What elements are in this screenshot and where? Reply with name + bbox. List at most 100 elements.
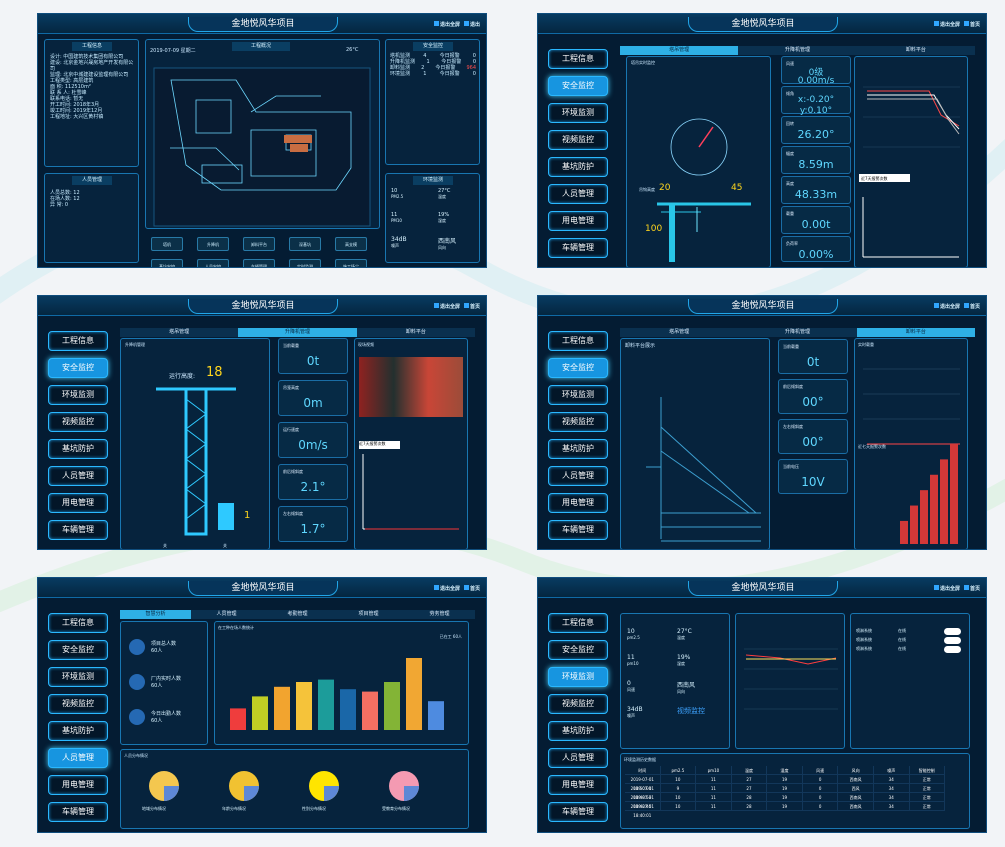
weather-item: 视频监控 — [677, 707, 705, 715]
elevator-metric: 当前载重 0t — [278, 338, 348, 374]
history-table-box: 环境监测历史数据 时间 pm2.5 pm10 温度 湿度 风速 风向 噪声 智能控制 2019-07… — [620, 753, 970, 829]
exit-fullscreen-button[interactable]: 退出全屏 — [933, 21, 960, 28]
home-button[interactable]: 首页 — [963, 21, 980, 28]
spray-toggle[interactable] — [944, 637, 961, 644]
sidebar-item-0[interactable]: 工程信息 — [548, 613, 608, 633]
sidebar-item-6[interactable]: 用电管理 — [548, 775, 608, 795]
sidebar-item-0[interactable]: 工程信息 — [48, 331, 108, 351]
sidebar-item-3[interactable]: 视频监控 — [548, 694, 608, 714]
safety-row: 塔机监测 4 今日报警 0 — [390, 53, 476, 59]
tower-chart-area: 近7天报警次数 — [854, 56, 968, 267]
exit-fullscreen-button[interactable]: 退出全屏 — [933, 585, 960, 592]
sidebar-item-5[interactable]: 人员管理 — [548, 748, 608, 768]
sidebar-item-6[interactable]: 用电管理 — [48, 775, 108, 795]
sidebar-item-3[interactable]: 视频监控 — [48, 694, 108, 714]
sidebar: 工程信息安全监控环境监测视频监控基坑防护人员管理用电管理车辆管理 — [48, 613, 108, 829]
logout-button[interactable]: 退出 — [463, 21, 480, 28]
home-button[interactable]: 首页 — [463, 585, 480, 592]
sidebar-item-2[interactable]: 环境监测 — [548, 667, 608, 687]
sidebar-item-3[interactable]: 视频监控 — [548, 412, 608, 432]
people-line: 异 常: 0 — [50, 202, 69, 208]
crane-metric: 风速 0级 0.00m/s — [781, 56, 851, 86]
elevator-metric: 前后倾斜度 2.1° — [278, 464, 348, 500]
sidebar-item-7[interactable]: 车辆管理 — [548, 238, 608, 258]
sidebar-item-5[interactable]: 人员管理 — [548, 466, 608, 486]
sidebar-item-4[interactable]: 基坑防护 — [48, 439, 108, 459]
safety-row: 环境监测 1 今日报警 0 — [390, 71, 476, 77]
sidebar-item-1[interactable]: 安全监控 — [548, 640, 608, 660]
sidebar-item-7[interactable]: 车辆管理 — [548, 520, 608, 540]
sidebar-item-5[interactable]: 人员管理 — [48, 466, 108, 486]
sidebar-item-4[interactable]: 基坑防护 — [548, 721, 608, 741]
people-tab[interactable]: 智慧分析 — [120, 610, 191, 619]
sidebar-item-2[interactable]: 环境监测 — [48, 667, 108, 687]
sidebar-item-6[interactable]: 用电管理 — [548, 211, 608, 231]
env-item: 34dB 噪声 — [391, 236, 407, 248]
site-map-box: 2019-07-09 星期二 工程概况 26°C — [145, 39, 380, 229]
exit-fullscreen-button[interactable]: 退出全屏 — [433, 303, 460, 310]
spray-toggle[interactable] — [944, 628, 961, 635]
sidebar-item-5[interactable]: 人员管理 — [48, 748, 108, 768]
people-bar — [384, 682, 400, 730]
engineering-info-box: 工程信息 设计: 中国建筑技术集团有限公司 建设: 北京金地兴晟房地产开发有限公司监… — [44, 39, 139, 167]
spray-row: 喷淋系统 在线 — [856, 637, 964, 644]
pie-chart: 地域分布情况 — [142, 768, 182, 812]
bottom-nav-button[interactable]: 施工扬尘 — [335, 259, 367, 267]
sidebar-item-4[interactable]: 基坑防护 — [548, 157, 608, 177]
bottom-nav-button[interactable]: 车辆管理 — [243, 259, 275, 267]
platform-bar — [900, 520, 908, 544]
home-button[interactable]: 首页 — [963, 303, 980, 310]
bottom-nav-button[interactable]: 升降机 — [197, 237, 229, 251]
info-line: 开工时间: 2018年3月 — [50, 102, 100, 108]
weather-item: 34dB 噪声 — [627, 706, 643, 718]
bottom-nav-button[interactable]: 基坑安控 — [151, 259, 183, 267]
tower-crane-visual: 塔吊实时监控 吊钩高度 20 45 100 — [626, 56, 771, 267]
bottom-nav-button[interactable]: 塔机 — [151, 237, 183, 251]
exit-fullscreen-button[interactable]: 退出全屏 — [433, 585, 460, 592]
weather-item: 19% 湿度 — [677, 654, 691, 666]
sidebar-item-4[interactable]: 基坑防护 — [548, 439, 608, 459]
bottom-nav-button[interactable]: 实时监测 — [289, 259, 321, 267]
sidebar-item-4[interactable]: 基坑防护 — [48, 721, 108, 741]
sidebar-item-2[interactable]: 环境监测 — [548, 103, 608, 123]
home-button[interactable]: 首页 — [963, 585, 980, 592]
sidebar-item-1[interactable]: 安全监控 — [548, 76, 608, 96]
people-tab[interactable]: 项目管理 — [333, 610, 404, 619]
bottom-nav-button[interactable]: 深基坑 — [289, 237, 321, 251]
sidebar-item-0[interactable]: 工程信息 — [48, 613, 108, 633]
sidebar-item-6[interactable]: 用电管理 — [48, 493, 108, 513]
sidebar-item-5[interactable]: 人员管理 — [548, 184, 608, 204]
sidebar-item-1[interactable]: 安全监控 — [48, 358, 108, 378]
pie-chart: 受教育分布情况 — [382, 768, 422, 812]
bottom-nav-button[interactable]: 人员安控 — [197, 259, 229, 267]
sidebar-item-3[interactable]: 视频监控 — [548, 130, 608, 150]
exit-fullscreen-button[interactable]: 退出全屏 — [433, 21, 460, 28]
sidebar-item-1[interactable]: 安全监控 — [548, 358, 608, 378]
project-title: 金地悦风华项目 — [188, 17, 338, 32]
env-item: 11 PM10 — [391, 212, 402, 223]
sidebar-item-1[interactable]: 安全监控 — [48, 640, 108, 660]
bottom-nav-button[interactable]: 高支模 — [335, 237, 367, 251]
sidebar-item-7[interactable]: 车辆管理 — [548, 802, 608, 822]
weather-item: 27°C 温度 — [677, 628, 692, 640]
sidebar-item-6[interactable]: 用电管理 — [548, 493, 608, 513]
sidebar-item-3[interactable]: 视频监控 — [48, 412, 108, 432]
sidebar-item-0[interactable]: 工程信息 — [548, 331, 608, 351]
exit-fullscreen-button[interactable]: 退出全屏 — [933, 303, 960, 310]
people-tab[interactable]: 劳务管理 — [404, 610, 475, 619]
home-button[interactable]: 首页 — [463, 303, 480, 310]
platform-bar — [910, 505, 918, 544]
sidebar-item-7[interactable]: 车辆管理 — [48, 520, 108, 540]
elevator-panel: 金地悦风华项目 退出全屏 首页 工程信息 安全监控 环境监测 视频监控 基坑防护 人员管理 用电… — [37, 295, 487, 550]
safety-row: 卸料监测 2 今日报警 964 — [390, 65, 476, 71]
sidebar-item-7[interactable]: 车辆管理 — [48, 802, 108, 822]
people-tab[interactable]: 考勤管理 — [262, 610, 333, 619]
people-tab[interactable]: 人员管理 — [191, 610, 262, 619]
spray-toggle[interactable] — [944, 646, 961, 653]
bottom-nav-button[interactable]: 卸料平台 — [243, 237, 275, 251]
environment-panel: 金地悦风华项目 退出全屏 首页 工程信息 安全监控 环境监测 视频监控 基坑防护 人员管理 用电… — [537, 577, 987, 833]
sidebar-item-2[interactable]: 环境监测 — [48, 385, 108, 405]
sidebar-item-0[interactable]: 工程信息 — [548, 49, 608, 69]
weather-box: 10 pm2.5 27°C 温度 11 pm10 19% 湿度 0 风速 西南风 风向 34dB 噪声 视频… — [620, 613, 730, 749]
sidebar-item-2[interactable]: 环境监测 — [548, 385, 608, 405]
